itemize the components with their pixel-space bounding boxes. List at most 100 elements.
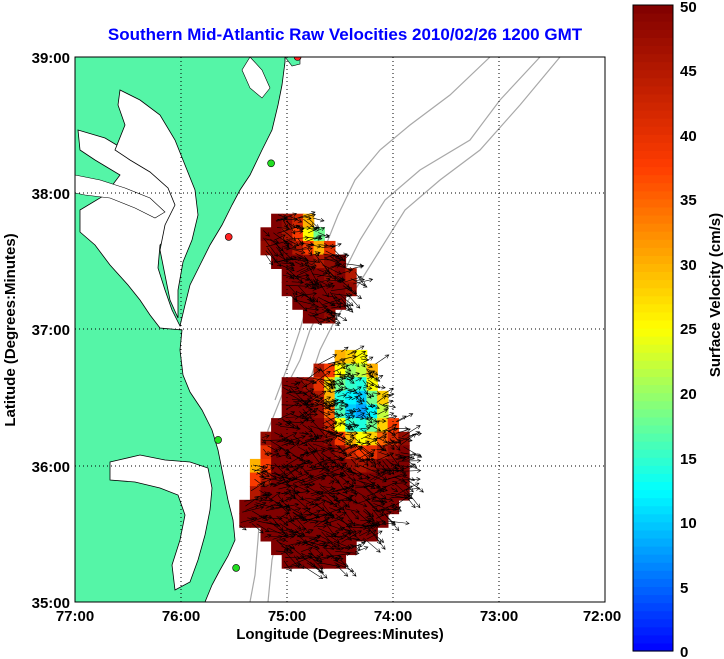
velocity-vector [378, 519, 387, 525]
velocity-vector [377, 481, 398, 491]
velocity-vector [284, 562, 302, 569]
velocity-cell [387, 431, 400, 447]
velocity-vector [321, 457, 345, 462]
velocity-cell [313, 309, 325, 324]
velocity-vector [274, 478, 292, 487]
x-tick-73: 73:00 [480, 608, 518, 625]
velocity-cell [334, 363, 347, 378]
velocity-vector [384, 392, 395, 397]
velocity-cell [239, 513, 251, 528]
velocity-cell [324, 554, 336, 569]
velocity-vector [278, 495, 284, 503]
velocity-vector [352, 536, 361, 542]
colorbar-segment [633, 85, 673, 95]
velocity-vector [257, 502, 267, 507]
velocity-vector [326, 309, 338, 321]
colorbar-tick-25: 25 [680, 321, 697, 338]
velocity-cell [292, 281, 304, 297]
velocity-vector [326, 316, 340, 326]
colorbar-segment [633, 255, 673, 264]
velocity-vector [289, 442, 300, 450]
velocity-cell [345, 486, 357, 501]
velocity-vector [281, 545, 289, 550]
velocity-vector [362, 380, 369, 388]
colorbar-segment [633, 400, 673, 410]
velocity-vector [341, 530, 352, 535]
velocity-vector [395, 506, 402, 511]
velocity-vector [328, 480, 335, 485]
velocity-cell [313, 240, 325, 256]
velocity-vector [328, 544, 335, 550]
velocity-vector [338, 504, 348, 511]
velocity-cell [249, 486, 262, 501]
velocity-vector [321, 309, 334, 314]
colorbar-segment [633, 13, 673, 22]
velocity-vector [359, 428, 368, 434]
velocity-cell [345, 472, 357, 487]
velocity-cell [302, 499, 315, 515]
velocity-vector [334, 455, 342, 460]
velocity-vector [299, 460, 314, 466]
velocity-cell [377, 472, 389, 487]
velocity-vector [368, 403, 376, 409]
velocity-vector [345, 390, 353, 395]
velocity-vector [297, 256, 309, 262]
velocity-vector [288, 273, 310, 282]
water-potomac-river [75, 174, 166, 219]
velocity-vector [306, 450, 316, 457]
velocity-vector [340, 385, 348, 390]
colorbar-tick-30: 30 [680, 257, 697, 274]
velocity-vector [355, 496, 376, 505]
velocity-cell [313, 404, 325, 419]
velocity-cell [302, 418, 315, 433]
velocity-vector [283, 246, 291, 251]
y-tick-39: 39:00 [32, 50, 70, 67]
velocity-vector [313, 258, 321, 263]
velocity-vector [324, 517, 332, 527]
velocity-vector [304, 215, 312, 220]
velocity-vector [308, 487, 325, 497]
velocity-vector [365, 415, 374, 421]
velocity-vector [345, 292, 353, 298]
velocity-vector [320, 257, 343, 263]
velocity-vector [305, 369, 321, 381]
colorbar-segment [633, 352, 673, 361]
velocity-vector [404, 452, 417, 458]
colorbar-segment [633, 368, 673, 378]
colorbar-segment [633, 319, 673, 329]
x-tick-75: 75:00 [268, 608, 306, 625]
velocity-vector [288, 420, 305, 425]
velocity-cell [292, 554, 304, 569]
colorbar-segment [633, 546, 673, 555]
velocity-vector [296, 265, 310, 273]
velocity-vector [293, 496, 309, 510]
velocity-vector [395, 428, 411, 434]
velocity-vector [289, 545, 305, 558]
velocity-vector [365, 410, 371, 417]
chart-title: Southern Mid-Atlantic Raw Velocities 201… [108, 25, 583, 44]
velocity-vector [334, 377, 345, 383]
velocity-vector [323, 314, 336, 320]
velocity-vector [275, 447, 283, 452]
velocity-vector [406, 482, 420, 490]
velocity-vector [293, 274, 300, 280]
velocity-vector [340, 297, 349, 308]
velocity-vector [339, 372, 351, 378]
velocity-cell [355, 390, 368, 406]
velocity-vector [370, 471, 385, 481]
velocity-vector [303, 541, 320, 550]
velocity-vector [361, 362, 366, 368]
velocity-vector [277, 444, 289, 454]
colorbar-segment [633, 449, 673, 458]
velocity-vector [312, 500, 327, 509]
colorbar-segment [633, 37, 673, 46]
velocity-vector [321, 441, 333, 447]
velocity-vector [347, 418, 356, 426]
velocity-vector [384, 427, 399, 432]
velocity-vector [288, 472, 310, 482]
velocity-vector [398, 458, 422, 463]
velocity-vector [293, 435, 308, 447]
velocity-vector [349, 543, 363, 548]
velocity-cell [334, 377, 347, 392]
velocity-vector [288, 215, 303, 223]
